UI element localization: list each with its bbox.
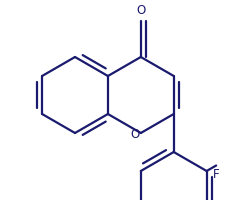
Text: O: O	[136, 4, 145, 17]
Text: F: F	[213, 168, 219, 180]
Text: O: O	[130, 129, 139, 142]
